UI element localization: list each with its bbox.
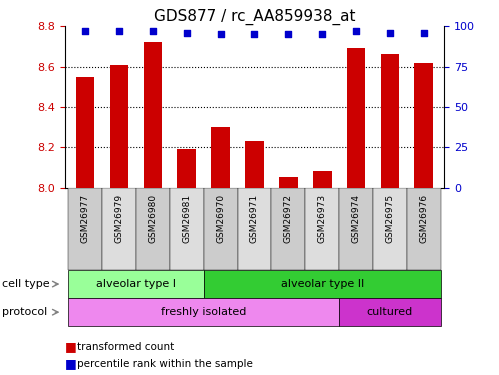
Text: GSM26976: GSM26976 [419,194,428,243]
Text: percentile rank within the sample: percentile rank within the sample [77,359,253,369]
Text: GSM26973: GSM26973 [318,194,327,243]
Bar [245,141,264,188]
Bar [178,149,196,188]
Point [318,32,326,38]
Bar [110,64,128,188]
Text: GSM26975: GSM26975 [385,194,394,243]
Text: GSM26980: GSM26980 [148,194,157,243]
Text: ■: ■ [65,340,77,353]
Bar [347,48,365,188]
Point [284,32,292,38]
Text: ■: ■ [65,357,77,370]
Text: alveolar type I: alveolar type I [96,279,176,289]
Text: protocol: protocol [2,307,48,317]
Bar [76,76,94,188]
Bar [102,188,136,270]
Point [183,30,191,36]
Bar [271,188,305,270]
Point [81,28,89,34]
Text: freshly isolated: freshly isolated [161,307,247,317]
Bar [170,188,204,270]
Point [115,28,123,34]
Bar [313,171,331,188]
Point [217,32,225,38]
Bar [144,42,162,188]
Text: cell type: cell type [2,279,50,289]
Text: GSM26981: GSM26981 [182,194,191,243]
Bar [373,188,407,270]
Text: transformed count: transformed count [77,342,175,352]
Point [352,28,360,34]
Text: alveolar type II: alveolar type II [280,279,364,289]
Bar [136,188,170,270]
Text: GSM26977: GSM26977 [81,194,90,243]
Bar [305,188,339,270]
Bar [68,188,102,270]
Bar [211,127,230,188]
Point [420,30,428,36]
Text: GSM26974: GSM26974 [352,194,361,243]
Bar [279,177,298,188]
Bar [415,63,433,188]
Bar [238,188,271,270]
Text: GSM26970: GSM26970 [216,194,225,243]
Title: GDS877 / rc_AA859938_at: GDS877 / rc_AA859938_at [154,9,355,25]
Bar [407,188,441,270]
Text: cultured: cultured [367,307,413,317]
Point [250,32,258,38]
Text: GSM26972: GSM26972 [284,194,293,243]
Point [149,28,157,34]
Point [386,30,394,36]
Text: GSM26979: GSM26979 [115,194,124,243]
Text: GSM26971: GSM26971 [250,194,259,243]
Bar [204,188,238,270]
Bar [381,54,399,188]
Bar [339,188,373,270]
